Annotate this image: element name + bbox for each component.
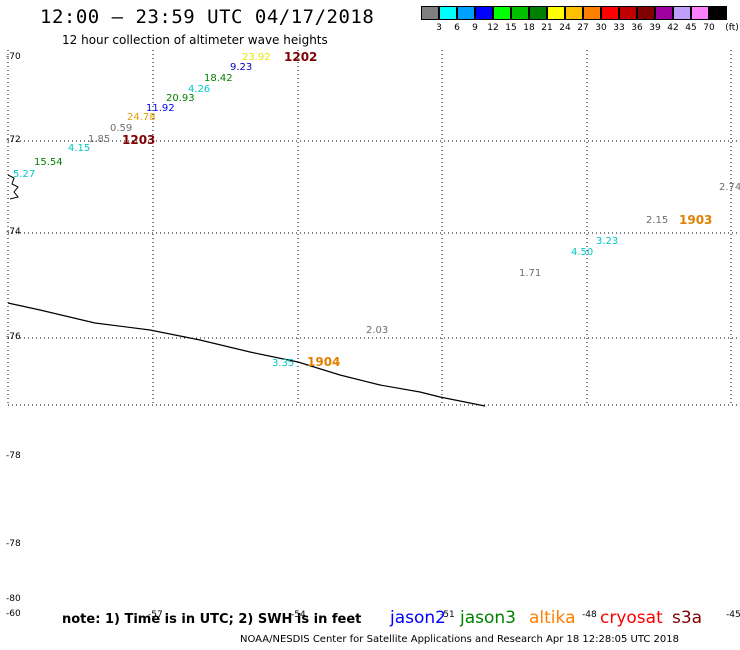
- satellite-altika: altika: [529, 608, 576, 628]
- lon-label: -54: [291, 610, 306, 620]
- legend-label: 15: [505, 23, 517, 33]
- legend-swatch: [637, 6, 655, 20]
- legend-label: 30: [595, 23, 607, 33]
- wave-height-value: 1.85: [88, 134, 111, 145]
- wave-height-value: 24.78: [127, 112, 156, 123]
- legend-swatch: [439, 6, 457, 20]
- map-title: 12:00 — 23:59 UTC 04/17/2018: [40, 6, 375, 28]
- wave-height-value: 1.71: [519, 268, 542, 279]
- legend-swatch: [457, 6, 475, 20]
- map-subtitle: 12 hour collection of altimeter wave hei…: [62, 33, 328, 47]
- wave-height-value: 2.03: [366, 325, 389, 336]
- wave-height-value: 18.42: [204, 73, 233, 84]
- legend-label: 21: [541, 23, 553, 33]
- wave-height-value: 9.23: [230, 62, 253, 73]
- legend-label: 24: [559, 23, 571, 33]
- legend-swatch: [583, 6, 601, 20]
- legend-label: 36: [631, 23, 643, 33]
- lat-label: -78: [6, 451, 21, 461]
- legend-label: 27: [577, 23, 589, 33]
- pass-time-label: 1202: [284, 50, 318, 64]
- wave-height-value: 4.50: [571, 247, 594, 258]
- lat-label: -70: [6, 52, 21, 62]
- lat-label: -74: [6, 227, 21, 237]
- wave-height-value: 2.15: [646, 215, 669, 226]
- lon-label: -48: [582, 610, 597, 620]
- wave-height-value: 3.35: [272, 358, 295, 369]
- satellite-cryosat: cryosat: [600, 608, 663, 628]
- wave-height-value: 3.23: [596, 236, 619, 247]
- pass-time-label: 1904: [307, 355, 341, 369]
- pass-time-label: 1203: [122, 133, 156, 147]
- legend-label: 70: [703, 23, 715, 33]
- coastline-left: [7, 174, 19, 200]
- lat-label: -80: [6, 594, 21, 604]
- satellite-jason2: jason2: [390, 608, 446, 628]
- wave-height-value: 15.54: [34, 157, 63, 168]
- ice-shelf-line: [7, 302, 486, 407]
- legend-swatch: [493, 6, 511, 20]
- legend-label: 45: [685, 23, 697, 33]
- legend-label: 33: [613, 23, 625, 33]
- pass-time-label: 1903: [679, 213, 713, 227]
- wave-height-value: 4.15: [68, 143, 91, 154]
- wave-height-value: 2.74: [719, 182, 740, 193]
- wave-height-value: 5.27: [13, 169, 36, 180]
- wave-height-value: 11.92: [146, 103, 175, 114]
- legend-swatch: [601, 6, 619, 20]
- wave-height-value: 4.26: [188, 84, 211, 95]
- legend-swatch: [547, 6, 565, 20]
- legend-swatch: [565, 6, 583, 20]
- legend-label: 6: [454, 23, 460, 33]
- legend-label: 9: [472, 23, 478, 33]
- legend-swatch: [619, 6, 637, 20]
- legend-swatch: [673, 6, 691, 20]
- legend-swatch: [709, 6, 727, 20]
- lat-label: -72: [6, 135, 21, 145]
- wave-height-value: 23.92: [242, 52, 271, 63]
- legend-label: 42: [667, 23, 679, 33]
- credit-line: NOAA/NESDIS Center for Satellite Applica…: [240, 634, 679, 645]
- lon-label: -51: [440, 610, 455, 620]
- footnote: note: 1) Time is in UTC; 2) SWH is in fe…: [62, 612, 362, 627]
- satellite-jason3: jason3: [460, 608, 516, 628]
- legend-label: 12: [487, 23, 499, 33]
- lon-label: -45: [726, 610, 740, 620]
- lon-label: -57: [148, 610, 163, 620]
- legend-swatch: [421, 6, 439, 20]
- legend-swatch: [655, 6, 673, 20]
- graticule: [7, 50, 740, 406]
- legend-swatch: [691, 6, 709, 20]
- legend-swatch: [529, 6, 547, 20]
- legend-swatch: [475, 6, 493, 20]
- legend-label: 3: [436, 23, 442, 33]
- satellite-s3a: s3a: [672, 608, 703, 628]
- wave-height-value: 0.59: [110, 123, 133, 134]
- wave-height-value: 20.93: [166, 93, 195, 104]
- legend-label: 18: [523, 23, 535, 33]
- lat-label: -78: [6, 539, 21, 549]
- legend-unit: (ft): [725, 23, 739, 33]
- lat-label: -76: [6, 332, 21, 342]
- legend-label: 39: [649, 23, 661, 33]
- lat-label: -60: [6, 609, 21, 619]
- legend-swatch: [511, 6, 529, 20]
